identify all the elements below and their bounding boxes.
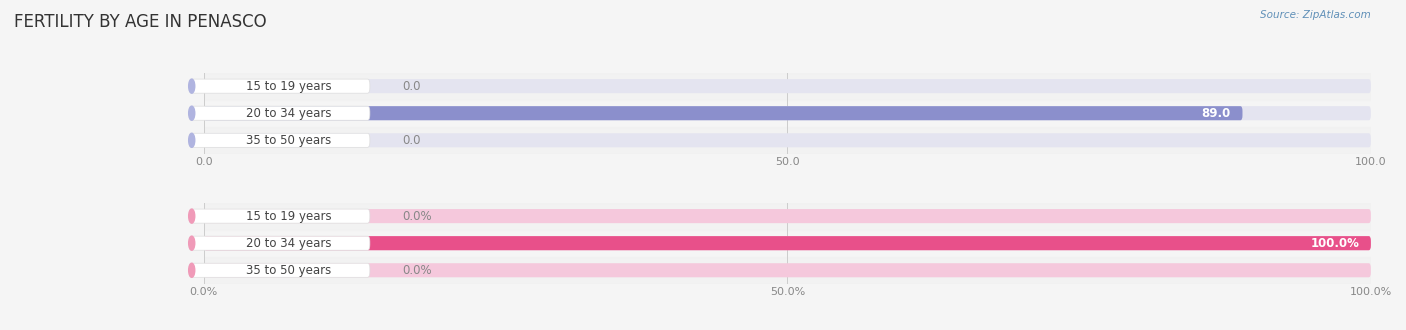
Circle shape bbox=[188, 106, 195, 120]
FancyBboxPatch shape bbox=[204, 79, 1371, 93]
FancyBboxPatch shape bbox=[204, 236, 1371, 250]
Circle shape bbox=[188, 133, 195, 147]
FancyBboxPatch shape bbox=[188, 79, 370, 93]
Bar bbox=[204, 100, 1371, 127]
Circle shape bbox=[188, 79, 195, 93]
Text: 0.0: 0.0 bbox=[402, 134, 420, 147]
FancyBboxPatch shape bbox=[204, 263, 1371, 277]
Circle shape bbox=[188, 263, 195, 277]
Bar bbox=[204, 127, 1371, 154]
Text: 0.0%: 0.0% bbox=[402, 264, 432, 277]
Text: 15 to 19 years: 15 to 19 years bbox=[246, 210, 332, 223]
FancyBboxPatch shape bbox=[204, 209, 1371, 223]
Text: 0.0%: 0.0% bbox=[402, 210, 432, 223]
Circle shape bbox=[188, 236, 195, 250]
Text: 89.0: 89.0 bbox=[1202, 107, 1230, 120]
Text: Source: ZipAtlas.com: Source: ZipAtlas.com bbox=[1260, 10, 1371, 20]
Text: 15 to 19 years: 15 to 19 years bbox=[246, 80, 332, 93]
FancyBboxPatch shape bbox=[188, 106, 370, 120]
Bar bbox=[204, 230, 1371, 257]
Text: 35 to 50 years: 35 to 50 years bbox=[246, 264, 330, 277]
Bar bbox=[204, 73, 1371, 100]
FancyBboxPatch shape bbox=[188, 236, 370, 250]
Text: 0.0: 0.0 bbox=[402, 80, 420, 93]
FancyBboxPatch shape bbox=[188, 263, 370, 277]
Bar bbox=[204, 203, 1371, 230]
Text: 100.0%: 100.0% bbox=[1310, 237, 1360, 250]
FancyBboxPatch shape bbox=[188, 209, 370, 223]
Text: FERTILITY BY AGE IN PENASCO: FERTILITY BY AGE IN PENASCO bbox=[14, 13, 267, 31]
Bar bbox=[204, 257, 1371, 284]
FancyBboxPatch shape bbox=[204, 106, 1371, 120]
FancyBboxPatch shape bbox=[188, 133, 370, 147]
FancyBboxPatch shape bbox=[204, 236, 1371, 250]
Text: 35 to 50 years: 35 to 50 years bbox=[246, 134, 330, 147]
Text: 20 to 34 years: 20 to 34 years bbox=[246, 237, 332, 250]
FancyBboxPatch shape bbox=[204, 106, 1243, 120]
Text: 20 to 34 years: 20 to 34 years bbox=[246, 107, 332, 120]
Circle shape bbox=[188, 209, 195, 223]
FancyBboxPatch shape bbox=[204, 133, 1371, 147]
